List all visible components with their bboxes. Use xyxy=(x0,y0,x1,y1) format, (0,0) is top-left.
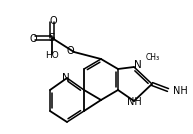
Text: S: S xyxy=(49,33,55,43)
Text: NH: NH xyxy=(173,86,188,96)
Text: CH₃: CH₃ xyxy=(146,53,160,62)
Text: O: O xyxy=(29,34,37,44)
Text: HO: HO xyxy=(45,51,59,59)
Text: NH: NH xyxy=(127,97,141,107)
Text: O: O xyxy=(66,46,74,56)
Text: O: O xyxy=(49,16,57,26)
Text: N: N xyxy=(62,73,70,83)
Text: N: N xyxy=(134,60,142,70)
